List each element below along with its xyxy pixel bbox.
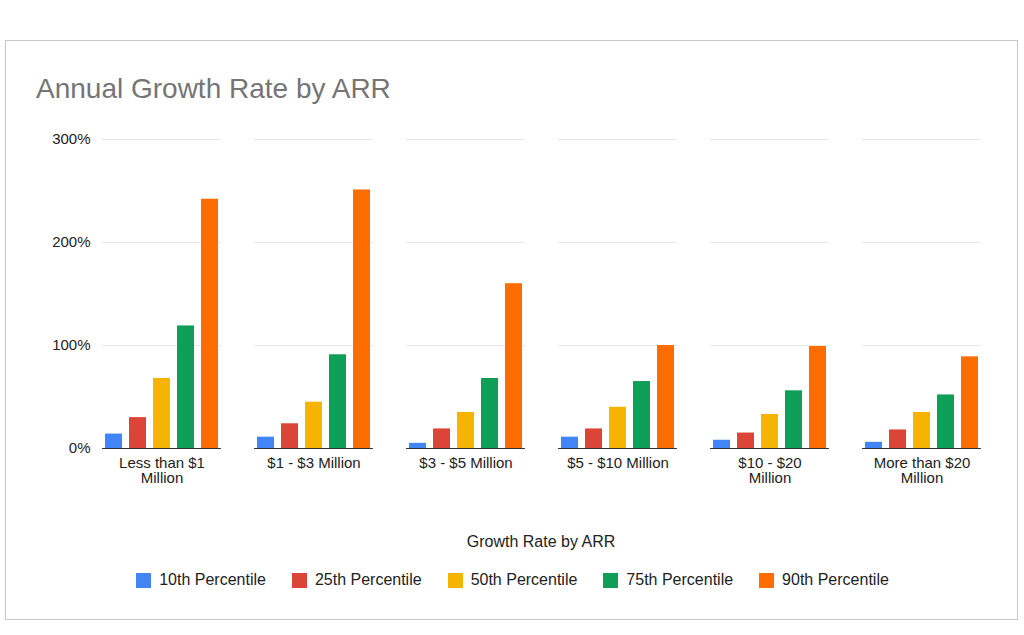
html-text:75th Percentile: 75th Percentile [626,571,734,588]
svg-text:Less than $1Million: Less than $1Million [119,454,205,486]
html-text:25th Percentile: 25th Percentile [314,571,422,588]
html-text:Annual Growth Rate by ARR: Annual Growth Rate by ARR [36,73,391,104]
html-text:50th Percentile: 50th Percentile [470,571,578,588]
svg-text:300%: 300% [52,130,90,147]
svg-text:200%: 200% [52,233,90,250]
svg-text:0%: 0% [69,439,91,456]
svg-text:$3 - $5 Million: $3 - $5 Million [419,454,512,471]
html-text:90th Percentile: 90th Percentile [782,571,889,588]
svg-text:100%: 100% [52,336,90,353]
html-text:10th Percentile: 10th Percentile [159,571,266,588]
html-text:Growth Rate by ARR: Growth Rate by ARR [466,533,616,550]
svg-text:$5 - $10 Million: $5 - $10 Million [567,454,669,471]
svg-text:More than $20Million: More than $20Million [874,454,971,486]
svg-text:$10 - $20Million: $10 - $20Million [738,454,801,486]
svg-text:$1 - $3 Million: $1 - $3 Million [267,454,360,471]
